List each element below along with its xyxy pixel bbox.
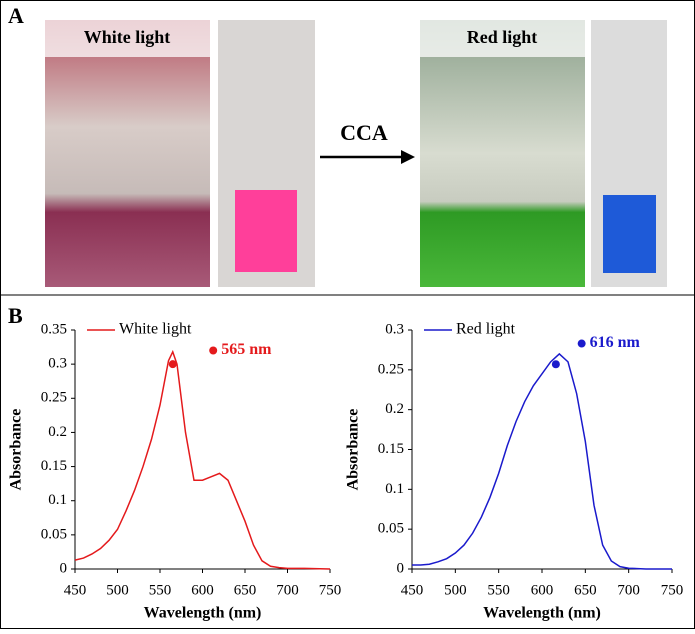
x-tick-label: 750 <box>661 582 684 598</box>
legend-label: White light <box>119 321 192 338</box>
line-series <box>74 349 331 570</box>
x-tick-label: 550 <box>149 582 172 598</box>
x-tick-label: 450 <box>401 582 424 598</box>
x-tick-label: 500 <box>106 582 129 598</box>
x-tick-label: 700 <box>617 582 640 598</box>
x-tick-label: 700 <box>276 582 299 598</box>
y-tick-label: 0.2 <box>385 401 404 417</box>
y-tick-label: 0.05 <box>378 521 404 537</box>
x-axis-title: Wavelength (nm) <box>483 605 601 622</box>
caption: Red light <box>467 27 538 47</box>
y-tick-label: 0.1 <box>48 492 67 508</box>
caption-band <box>420 20 585 57</box>
y-tick-label: 0.05 <box>41 526 67 542</box>
x-tick-label: 750 <box>319 582 342 598</box>
peak-marker <box>168 360 177 369</box>
y-axis-title: Absorbance <box>345 409 362 491</box>
caption: White light <box>84 27 171 47</box>
x-tick-label: 550 <box>487 582 510 598</box>
y-tick-label: 0.35 <box>41 321 67 337</box>
y-tick-label: 0.3 <box>385 321 404 337</box>
y-tick-label: 0.2 <box>48 424 67 440</box>
x-tick-label: 650 <box>574 582 597 598</box>
y-tick-label: 0.3 <box>48 356 67 372</box>
y-tick-label: 0.25 <box>378 361 404 377</box>
y-tick-label: 0 <box>60 560 68 576</box>
arrow-label: CCA <box>340 120 388 145</box>
caption-band <box>45 20 210 57</box>
x-tick-label: 600 <box>191 582 214 598</box>
legend-label: Red light <box>456 321 516 338</box>
cuvette-liquid <box>603 195 656 273</box>
x-tick-label: 500 <box>444 582 467 598</box>
photo-flask <box>45 20 210 287</box>
y-axis-title: Absorbance <box>8 409 25 491</box>
line-series <box>412 352 672 570</box>
x-tick-label: 600 <box>531 582 554 598</box>
photo-flask <box>420 20 585 287</box>
x-axis-title: Wavelength (nm) <box>144 605 262 622</box>
y-tick-label: 0.15 <box>41 458 67 474</box>
y-tick-label: 0.15 <box>378 441 404 457</box>
y-tick-label: 0 <box>397 560 405 576</box>
annotation: 565 nm <box>221 341 272 358</box>
cuvette-liquid <box>235 190 297 272</box>
panel-label: B <box>8 303 23 328</box>
x-tick-label: 450 <box>64 582 87 598</box>
peak-marker <box>551 360 560 369</box>
annotation-dot <box>209 346 218 355</box>
x-tick-label: 650 <box>234 582 257 598</box>
arrow-head <box>401 150 415 164</box>
panel-label: A <box>8 3 24 28</box>
annotation: 616 nm <box>590 334 641 351</box>
annotation-dot <box>577 339 586 348</box>
y-tick-label: 0.1 <box>385 481 404 497</box>
y-tick-label: 0.25 <box>41 390 67 406</box>
